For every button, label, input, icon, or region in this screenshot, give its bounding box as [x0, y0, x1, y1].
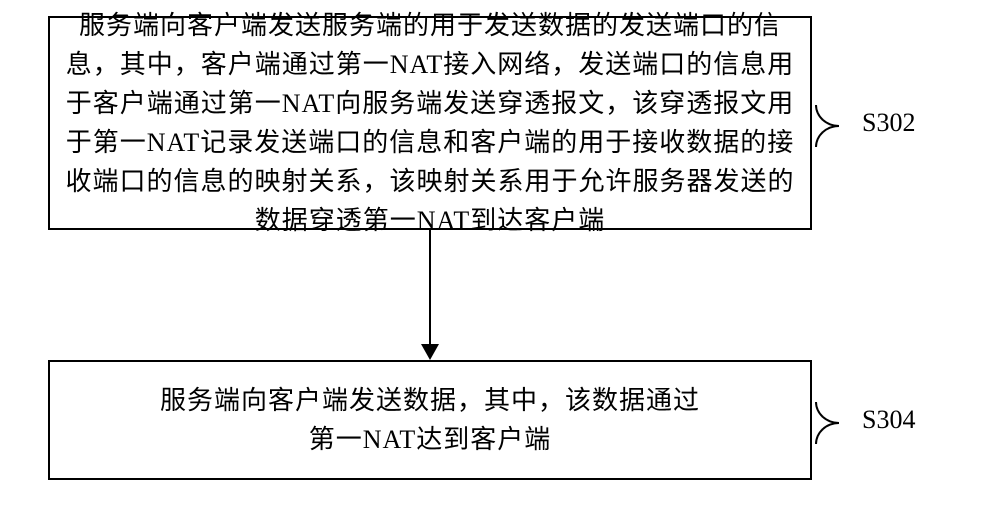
flow-step-1: 服务端向客户端发送服务端的用于发送数据的发送端口的信息，其中，客户端通过第一NA… [48, 16, 812, 230]
arrow-1-line [429, 230, 431, 346]
flow-step-1-text: 服务端向客户端发送服务端的用于发送数据的发送端口的信息，其中，客户端通过第一NA… [50, 2, 810, 244]
step-label-1: S302 [862, 108, 915, 138]
flow-step-2-text: 服务端向客户端发送数据，其中，该数据通过第一NAT达到客户端 [50, 377, 810, 463]
label-connector-1b [815, 125, 839, 147]
label-connector-1a [815, 105, 839, 127]
arrow-1-head [421, 344, 439, 360]
step-label-2: S304 [862, 405, 915, 435]
label-connector-2a [815, 402, 839, 424]
flow-step-2: 服务端向客户端发送数据，其中，该数据通过第一NAT达到客户端 [48, 360, 812, 480]
label-connector-2b [815, 422, 839, 444]
